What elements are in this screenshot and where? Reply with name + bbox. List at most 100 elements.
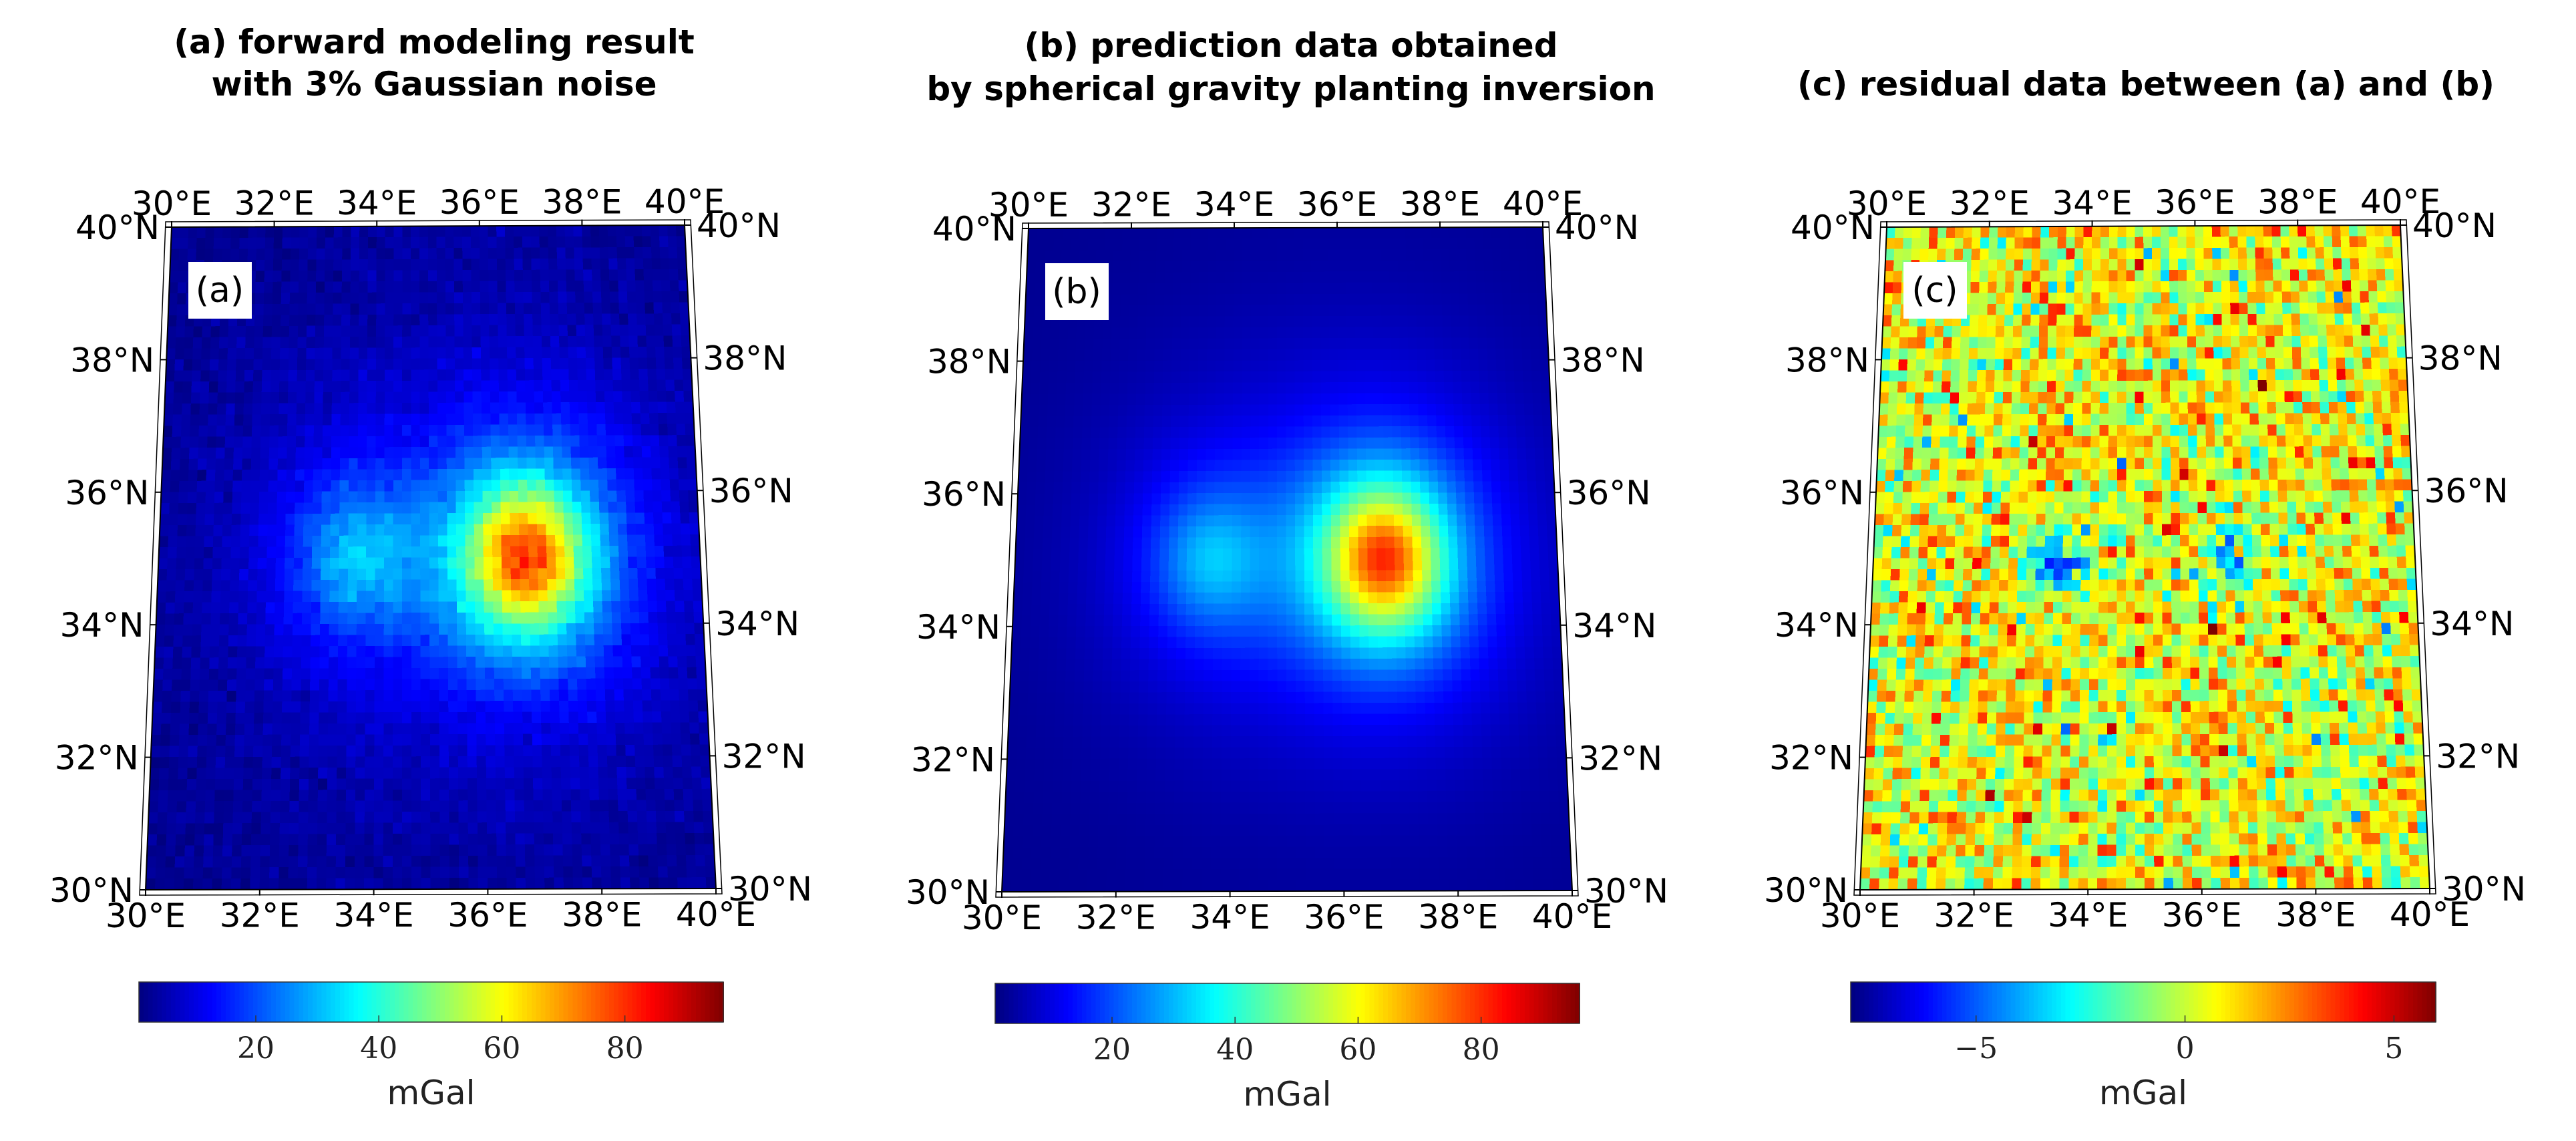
heatmap-cell [584, 601, 594, 613]
heatmap-cell [1121, 626, 1132, 638]
heatmap-cell [244, 348, 254, 360]
heatmap-cell [364, 822, 375, 834]
heatmap-cell [705, 866, 716, 878]
heatmap-cell [678, 468, 689, 480]
heatmap-cell [228, 326, 238, 338]
heatmap-cell [367, 314, 377, 327]
heatmap-cell [274, 602, 285, 614]
colorbar-segment [622, 982, 628, 1022]
heatmap-cell [502, 623, 512, 635]
heatmap-cell [534, 380, 544, 392]
heatmap-cell [289, 293, 299, 305]
heatmap-cell [222, 514, 232, 526]
heatmap-cell [167, 315, 178, 327]
heatmap-cell [1137, 305, 1147, 317]
heatmap-cell [1139, 681, 1149, 693]
heatmap-cell [629, 357, 639, 369]
heatmap-cell [1065, 670, 1076, 682]
heatmap-cell [164, 392, 174, 404]
heatmap-cell [232, 834, 242, 846]
heatmap-cell [537, 534, 547, 547]
heatmap-cell [649, 401, 659, 414]
heatmap-cell [672, 545, 683, 557]
colorbar-segment [326, 982, 331, 1022]
heatmap-cell [605, 700, 616, 712]
heatmap-cell [523, 767, 534, 779]
heatmap-cell [283, 624, 293, 636]
heatmap-cell [419, 480, 429, 492]
heatmap-cell [1157, 647, 1168, 660]
heatmap-cell [1096, 548, 1107, 560]
heatmap-cell [690, 534, 701, 546]
heatmap-cell [199, 403, 209, 416]
heatmap-cell [430, 789, 440, 802]
heatmap-cell [570, 446, 580, 458]
heatmap-cell [429, 745, 440, 757]
heatmap-cell [216, 425, 226, 438]
heatmap-cell [1107, 836, 1118, 848]
heatmap-cell [1159, 559, 1169, 571]
heatmap-cell [552, 822, 563, 834]
heatmap-cell [1171, 393, 1181, 405]
heatmap-cell [636, 534, 647, 546]
heatmap-cell [506, 314, 516, 326]
heatmap-cell [393, 358, 403, 371]
heatmap-cell [1083, 383, 1093, 395]
heatmap-cell [298, 834, 309, 846]
heatmap-cell [1025, 294, 1035, 307]
heatmap-cell [201, 624, 211, 636]
heatmap-cell [1135, 416, 1145, 428]
heatmap-cell [1182, 846, 1193, 858]
heatmap-cell [289, 315, 299, 327]
heatmap-cell [350, 270, 360, 282]
heatmap-cell [347, 601, 357, 614]
heatmap-cell [317, 790, 328, 802]
heatmap-cell [592, 302, 602, 315]
heatmap-cell [365, 756, 375, 768]
heatmap-cell [212, 845, 224, 857]
colorbar-segment [180, 982, 186, 1022]
colorbar-segment [613, 982, 619, 1022]
heatmap-cell [365, 579, 376, 592]
heatmap-cell [1184, 692, 1195, 704]
heatmap-cell [536, 468, 546, 480]
heatmap-cell [216, 734, 226, 747]
heatmap-cell [289, 834, 299, 846]
heatmap-cell [559, 347, 569, 359]
heatmap-cell [568, 700, 578, 713]
heatmap-cell [437, 380, 447, 392]
colorbar-segment [586, 982, 592, 1022]
heatmap-cell [1004, 814, 1015, 826]
heatmap-cell [686, 457, 697, 469]
heatmap-cell [373, 866, 384, 879]
colorbar-segment [609, 982, 614, 1022]
heatmap-cell [1147, 736, 1157, 748]
heatmap-cell [498, 391, 509, 403]
heatmap-cell [411, 314, 420, 326]
heatmap-cell [192, 359, 202, 371]
heatmap-cell [659, 678, 671, 690]
heatmap-cell [692, 788, 703, 801]
heatmap-cell [1129, 714, 1139, 726]
heatmap-cell [214, 480, 224, 492]
heatmap-cell [288, 878, 299, 890]
heatmap-cell [439, 689, 449, 702]
heatmap-cell [1131, 228, 1141, 240]
heatmap-cell [355, 790, 365, 802]
heatmap-cell [349, 391, 359, 403]
heatmap-cell [578, 401, 588, 414]
heatmap-cell [524, 833, 535, 845]
heatmap-cell [1119, 360, 1129, 373]
heatmap-cell [373, 790, 384, 802]
heatmap-cell [1099, 427, 1109, 439]
heatmap-cell [1102, 338, 1112, 351]
heatmap-cell [308, 800, 319, 813]
heatmap-cell [1049, 349, 1059, 361]
heatmap-cell [496, 247, 506, 260]
colorbar-segment [431, 982, 437, 1022]
heatmap-cell [383, 756, 393, 768]
heatmap-cell [347, 613, 357, 625]
heatmap-cell [338, 613, 348, 625]
heatmap-cell [385, 226, 395, 238]
heatmap-cell [1075, 349, 1085, 361]
